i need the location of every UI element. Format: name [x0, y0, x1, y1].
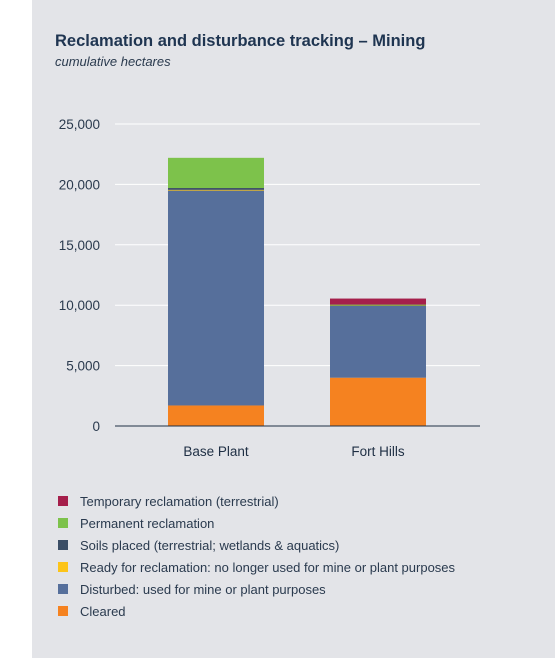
bar-segment [168, 189, 264, 191]
legend-label: Cleared [80, 603, 126, 619]
y-tick-label: 20,000 [59, 177, 100, 192]
legend-label: Ready for reclamation: no longer used fo… [80, 559, 456, 575]
axes: 0 5,000 10,000 15,000 20,000 25,000 Base Plant… [59, 117, 480, 459]
legend-label: Permanent reclamation [80, 515, 215, 531]
legend-label: Temporary reclamation (terrestrial) [80, 493, 279, 509]
chart-title: Reclamation and disturbance tracking – M… [55, 32, 426, 50]
legend-item: Soils placed (terrestrial; wetlands & aq… [58, 534, 455, 556]
bar-segment [330, 298, 426, 305]
bar-segment [168, 157, 264, 189]
x-tick-label: Fort Hills [351, 444, 404, 459]
bar-segment [168, 405, 264, 426]
legend-swatch [58, 518, 68, 528]
legend-label: Soils placed (terrestrial; wetlands & aq… [80, 537, 340, 553]
x-tick-label: Base Plant [183, 444, 249, 459]
bar-segment [168, 190, 264, 406]
legend-swatch [58, 562, 68, 572]
legend-swatch [58, 496, 68, 506]
legend: Temporary reclamation (terrestrial) Perma… [58, 490, 455, 622]
legend-item: Temporary reclamation (terrestrial) [58, 490, 455, 512]
y-tick-label: 15,000 [59, 238, 100, 253]
legend-item: Ready for reclamation: no longer used fo… [58, 556, 455, 578]
legend-swatch [58, 584, 68, 594]
chart-panel [32, 0, 555, 658]
y-tick-label: 0 [92, 419, 100, 434]
y-tick-label: 25,000 [59, 117, 100, 132]
legend-label: Disturbed: used for mine or plant purpos… [80, 581, 326, 597]
y-tick-label: 5,000 [66, 359, 100, 374]
legend-swatch [58, 540, 68, 550]
bars [168, 157, 426, 426]
bar-segment [330, 305, 426, 378]
legend-swatch [58, 606, 68, 616]
legend-item: Cleared [58, 600, 455, 622]
legend-item: Permanent reclamation [58, 512, 455, 534]
y-tick-label: 10,000 [59, 298, 100, 313]
legend-item: Disturbed: used for mine or plant purpos… [58, 578, 455, 600]
chart-subtitle: cumulative hectares [55, 54, 171, 69]
bar-segment [330, 377, 426, 426]
bar-segment [330, 304, 426, 306]
bar-segment [168, 188, 264, 190]
